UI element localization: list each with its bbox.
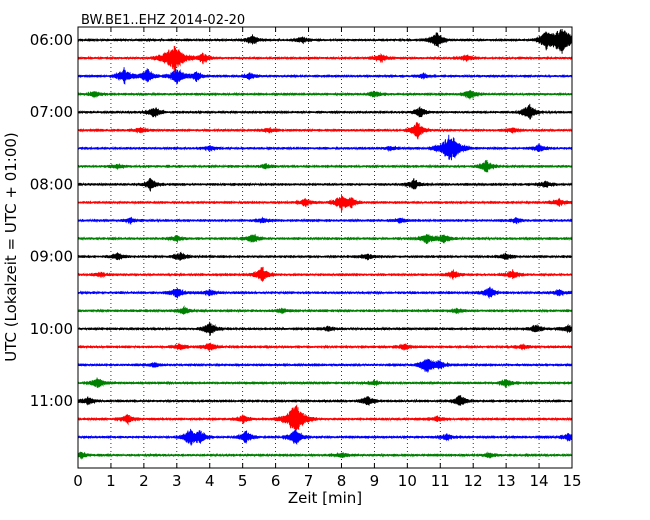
seismic-trace [77,159,573,173]
tick-layer: 0 1 2 3 4 5 6 7 8 9 10 11 12 13 14 1506:0007:0008:0009:… [30,27,582,490]
x-tick-label: 3 [172,472,182,490]
seismic-trace [77,103,573,120]
x-tick-label: 7 [304,472,314,490]
seismic-trace [77,233,573,245]
seismic-trace [77,451,573,460]
seismic-trace [77,342,573,352]
seismic-trace [77,251,573,261]
seismic-trace [77,286,573,300]
x-tick-label: 10 [398,472,417,490]
x-tick-label: 12 [464,472,483,490]
y-tick-label: 07:00 [30,103,73,121]
x-tick-label: 2 [139,472,149,490]
y-tick-label: 10:00 [30,320,73,338]
x-tick-label: 9 [370,472,380,490]
x-tick-label: 1 [106,472,116,490]
y-tick-label: 09:00 [30,248,73,266]
x-tick-label: 14 [530,472,549,490]
seismic-trace [77,28,573,54]
x-tick-label: 4 [205,472,215,490]
x-tick-label: 5 [238,472,248,490]
x-tick-label: 0 [73,472,83,490]
seismic-trace [77,45,573,73]
seismic-trace [77,122,573,140]
seismic-trace [77,89,573,100]
seismic-trace [77,377,573,389]
seismic-trace [77,177,573,192]
seismic-trace [77,321,573,336]
chart-title: BW.BE1..EHZ 2014-02-20 [81,13,245,28]
seismic-trace [77,216,573,226]
grid-layer [110,27,540,468]
x-tick-label: 13 [497,472,516,490]
seismic-trace [77,266,573,283]
x-tick-label: 11 [431,472,450,490]
trace-layer [77,28,573,460]
x-axis-label: Zeit [min] [288,489,362,507]
seismic-trace [77,428,573,446]
seismic-trace [77,358,573,373]
y-tick-label: 11:00 [30,392,73,410]
y-tick-label: 08:00 [30,175,73,193]
seismic-trace [77,67,573,85]
x-tick-label: 6 [271,472,281,490]
seismic-trace [77,305,573,315]
seismic-trace [77,395,573,406]
plot-frame [77,26,573,469]
x-tick-label: 15 [562,472,581,490]
y-tick-label: 06:00 [30,31,73,49]
seismic-trace [77,194,573,213]
y-axis-label: UTC (Lokalzeit = UTC + 01:00) [2,132,20,362]
seismic-trace [77,404,573,435]
x-tick-label: 8 [337,472,347,490]
seismic-trace [77,134,573,161]
